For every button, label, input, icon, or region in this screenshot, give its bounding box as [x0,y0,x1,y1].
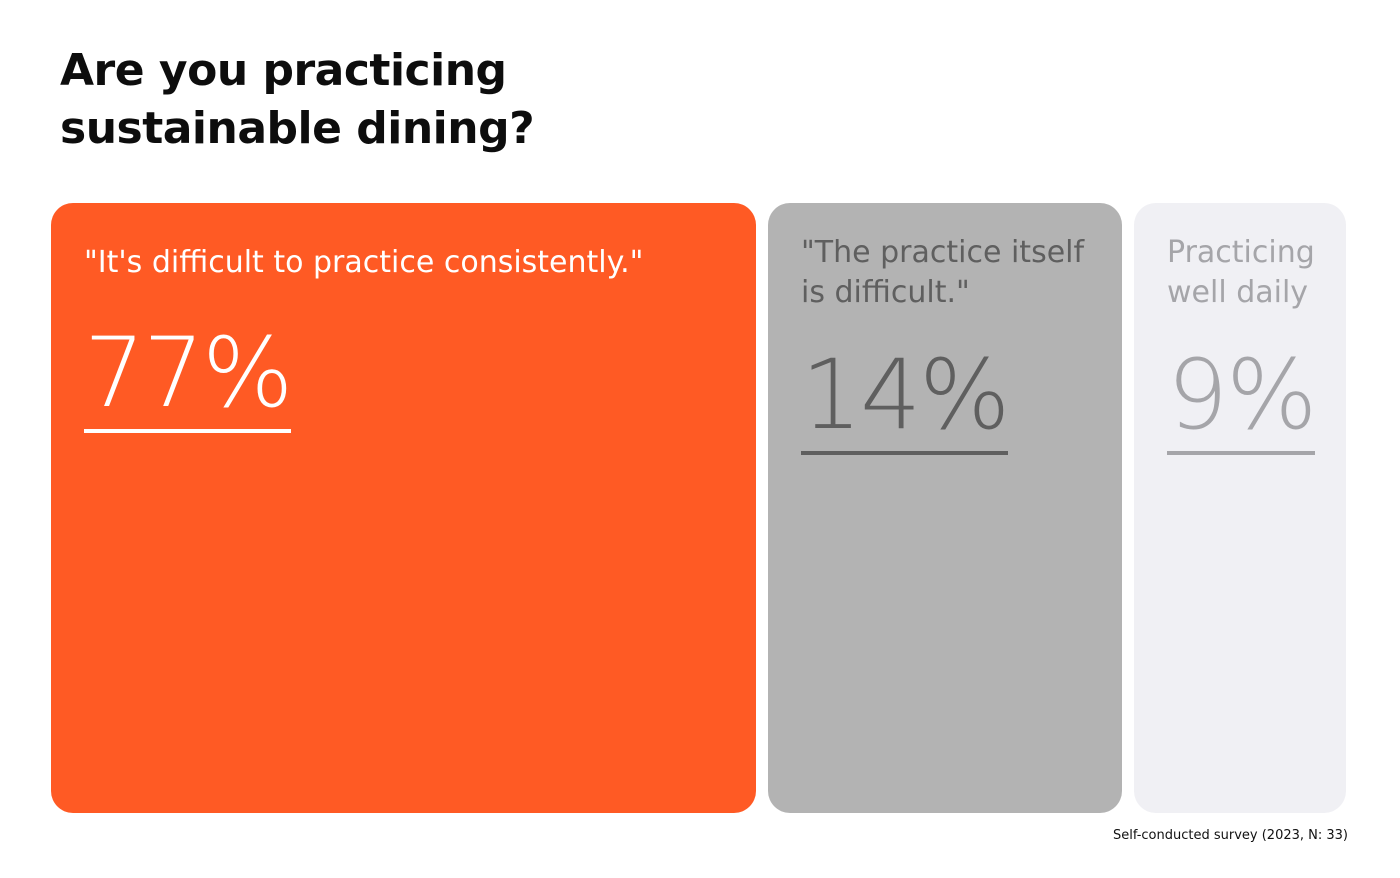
value-label: 14% [801,345,1010,455]
category-label: "The practice itself is difficult." [801,235,1085,310]
category-label: Practicing well daily [1167,235,1315,310]
bar-card: Practicing well daily 9% [1134,203,1346,813]
bar-card: "It's difficult to practice consistently… [51,203,756,813]
value-label: 77% [84,323,293,433]
value-label: 9% [1167,345,1317,455]
category-label: "It's difficult to practice consistently… [84,245,644,280]
chart-title: Are you practicing sustainable dining? [60,45,535,154]
bar-card: "The practice itself is difficult." 14% [768,203,1122,813]
source-footnote: Self-conducted survey (2023, N: 33) [1112,828,1348,843]
